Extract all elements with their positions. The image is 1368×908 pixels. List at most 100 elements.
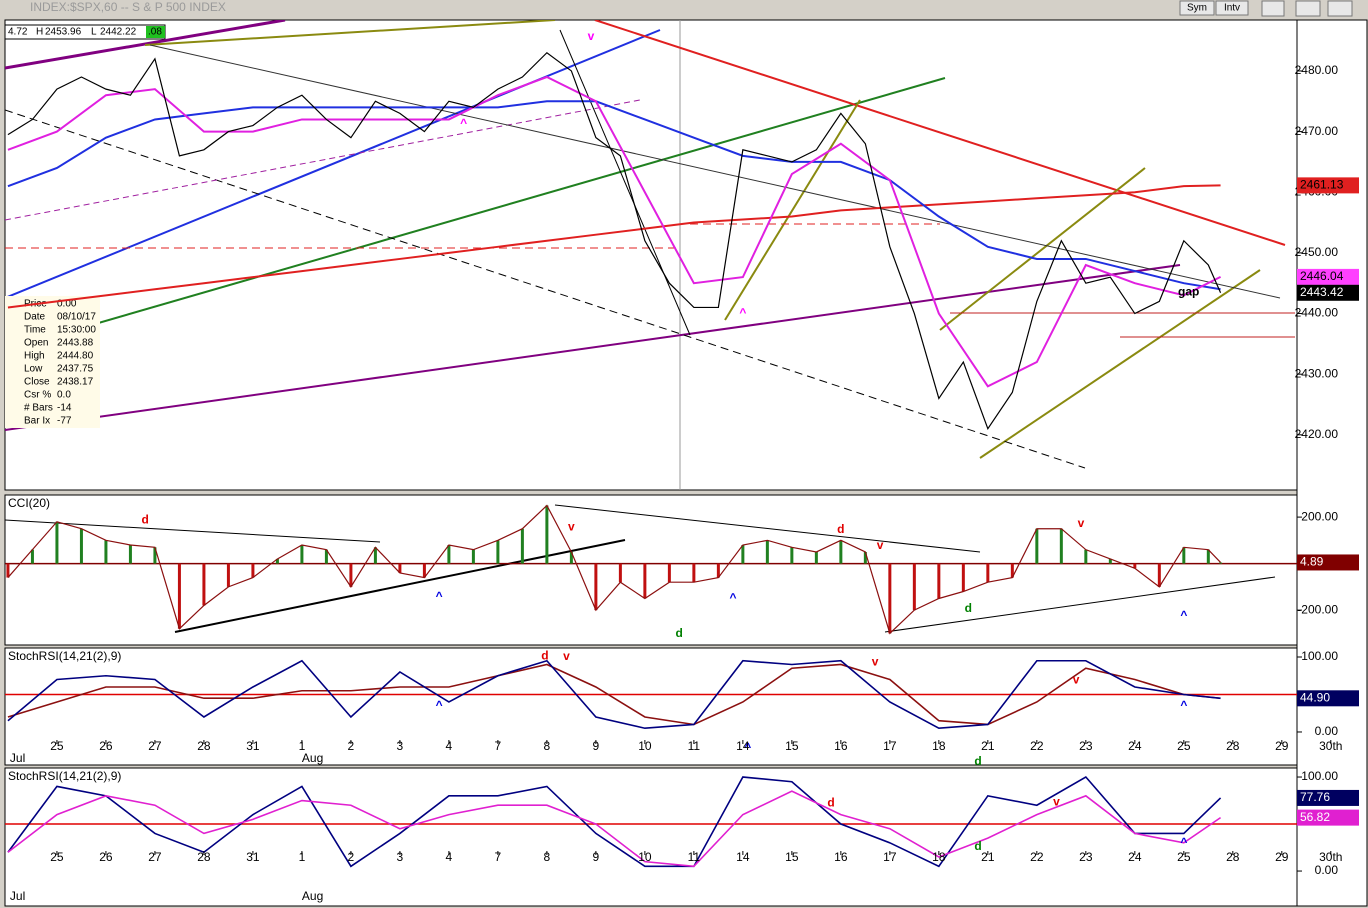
x-tick-label: 1 — [299, 850, 306, 864]
x-tick-label: 26 — [99, 850, 113, 864]
annotation: d — [541, 648, 548, 662]
x-tick-label: 16 — [834, 739, 848, 753]
data-value: 2443.88 — [57, 338, 94, 349]
y-tick-label: 2440.00 — [1295, 306, 1339, 320]
series-line — [7, 659, 1221, 730]
x-tick-label: 16 — [834, 850, 848, 864]
annotation: v — [877, 538, 884, 552]
annotation: ^ — [744, 740, 751, 754]
last-value-box — [1297, 789, 1359, 806]
data-label: Low — [24, 364, 43, 375]
x-tick-label: 1 — [299, 739, 306, 753]
x-tick-label: 22 — [1030, 850, 1044, 864]
trend-line — [884, 576, 1276, 633]
last-value-box — [1297, 809, 1359, 826]
quote-tail: .08 — [148, 27, 162, 38]
trend-line — [5, 109, 1086, 469]
y-tick-label: 2420.00 — [1295, 427, 1339, 441]
month-label: Aug — [302, 889, 323, 903]
annotation: d — [676, 626, 683, 640]
annotation: d — [827, 796, 834, 810]
last-value-label: 2443.42 — [1300, 285, 1344, 299]
data-value: 0.00 — [57, 299, 77, 310]
series-line — [7, 790, 1222, 868]
x-tick-label: 18 — [932, 739, 946, 753]
quote-high: 2453.96 — [45, 27, 82, 38]
x-tick-label: 22 — [1030, 739, 1044, 753]
last-value-box — [1297, 554, 1359, 571]
sym-button[interactable] — [1179, 0, 1215, 16]
trend-line — [149, 44, 1281, 299]
last-value-label: 56.82 — [1300, 810, 1330, 824]
y-tick-label: 100.00 — [1301, 769, 1338, 783]
x-tick-label: 24 — [1128, 850, 1142, 864]
intv-button[interactable] — [1215, 0, 1249, 16]
sym-label[interactable]: Sym — [1187, 3, 1207, 14]
annotation: ^ — [436, 698, 443, 712]
data-value: 08/10/17 — [57, 312, 96, 323]
last-value-label: 77.76 — [1300, 790, 1330, 804]
series-line — [7, 100, 1221, 291]
x-tick-label: 24 — [1128, 739, 1142, 753]
data-label: Time — [24, 325, 46, 336]
x-tick-label: 29 — [1275, 739, 1289, 753]
last-value-label: 2461.13 — [1300, 178, 1344, 192]
annotation: d — [837, 522, 844, 536]
x-tick-label: 25 — [1177, 739, 1191, 753]
price-panel — [4, 19, 1298, 491]
last-value-box — [1297, 268, 1359, 285]
y-tick-label: 0.00 — [1315, 724, 1339, 738]
quote-l: L — [91, 27, 97, 38]
annotation: d — [965, 601, 972, 615]
x-tick-label: 31 — [246, 850, 260, 864]
data-value: -77 — [57, 416, 72, 427]
cci-trend-lines — [5, 504, 1276, 633]
x-tick-label: 14 — [736, 739, 750, 753]
annotation: v — [568, 520, 575, 534]
annotation: ^ — [436, 589, 443, 603]
minimize-button[interactable] — [1261, 0, 1285, 17]
panel-title: CCI(20) — [8, 496, 50, 510]
last-value-label: 2446.04 — [1300, 269, 1344, 283]
x-tick-label: 8 — [544, 739, 551, 753]
y-tick-label: 0.00 — [1315, 863, 1339, 877]
annotation: ^ — [730, 591, 737, 605]
x-tick-label: 28 — [1226, 850, 1240, 864]
trend-line — [174, 539, 626, 633]
x-tick-label: 18 — [932, 850, 946, 864]
y-tick-label: 200.00 — [1301, 509, 1338, 523]
panel-title: StochRSI(14,21(2),9) — [8, 769, 121, 783]
maximize-button[interactable] — [1295, 0, 1321, 17]
title-bar — [0, 0, 1368, 18]
trend-line — [144, 20, 556, 46]
quote-low: 2442.22 — [100, 27, 137, 38]
x-tick-label: 9 — [593, 850, 600, 864]
x-tick-label: 23 — [1079, 850, 1093, 864]
x-tick-label: 21 — [981, 850, 995, 864]
close-button[interactable] — [1327, 0, 1353, 17]
x-tick-label: 2 — [348, 739, 355, 753]
trend-lines — [5, 20, 1295, 490]
trend-line — [5, 77, 946, 351]
x-tick-label: 17 — [883, 739, 897, 753]
series-line — [7, 51, 1222, 431]
x-tick-label: 25 — [50, 850, 64, 864]
x-tick-label: 10 — [638, 739, 652, 753]
x-tick-label: 21 — [981, 739, 995, 753]
intv-label[interactable]: Intv — [1224, 3, 1240, 14]
x-tick-label: 3 — [397, 739, 404, 753]
annotation: ^ — [739, 306, 746, 320]
y-tick-label: 2480.00 — [1295, 63, 1339, 77]
data-label: High — [24, 351, 45, 362]
data-label: Csr % — [24, 390, 51, 401]
annotation: v — [872, 654, 879, 668]
data-value: 2437.75 — [57, 364, 94, 375]
annotation: v — [1053, 795, 1060, 809]
trend-line — [594, 20, 1286, 246]
x-tick-label: 27 — [148, 739, 162, 753]
quote-change: 4.72 — [8, 27, 28, 38]
x-tick-label: 30th — [1319, 739, 1342, 753]
series-line — [7, 75, 1222, 388]
annotation: d — [974, 754, 981, 768]
